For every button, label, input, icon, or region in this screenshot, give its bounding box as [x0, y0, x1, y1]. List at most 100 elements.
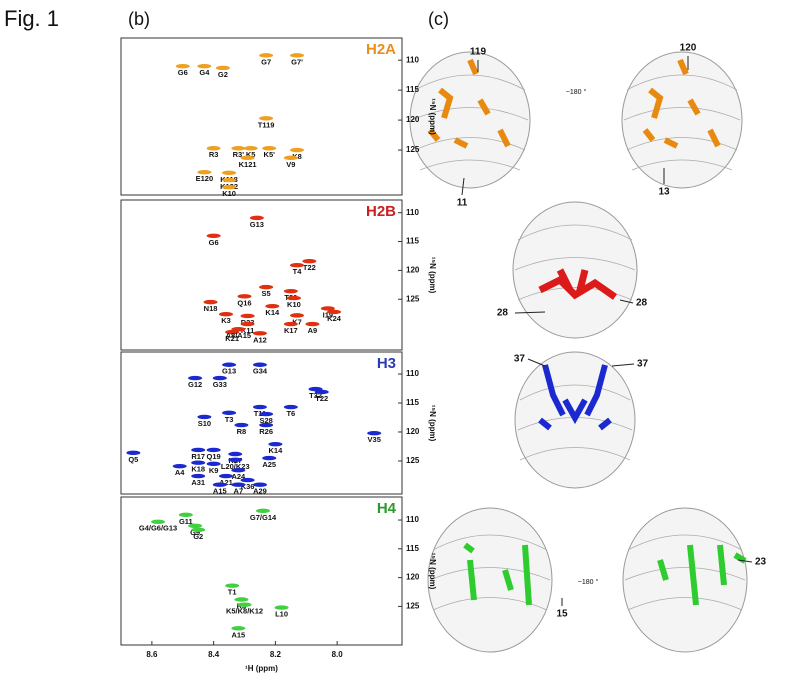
peak — [367, 430, 382, 436]
peak — [212, 375, 227, 381]
peak-label: A7 — [234, 487, 244, 496]
peak-label: A21 — [219, 478, 233, 487]
peak-label: T3 — [225, 415, 234, 424]
peak-label: E120 — [196, 174, 214, 183]
peak-label: A31 — [191, 478, 205, 487]
peak — [290, 147, 305, 153]
peak-label: K14 — [265, 308, 280, 317]
peak — [175, 63, 190, 69]
peak — [237, 294, 252, 299]
peak-label: G13 — [222, 367, 236, 376]
x-tick-label: 8.0 — [332, 650, 344, 659]
residue-label: 37 — [514, 354, 526, 365]
peak — [231, 468, 246, 473]
peak-label: A12 — [253, 335, 267, 344]
peak — [126, 450, 141, 456]
peak-label: K8 — [292, 152, 302, 161]
peak — [259, 116, 274, 121]
plot-frame — [120, 37, 403, 196]
peak-label: K24 — [327, 314, 342, 323]
peak-label: Q16 — [237, 298, 251, 307]
peak-label: T1 — [228, 588, 237, 597]
y-tick-label: 120 — [406, 115, 420, 124]
peak — [222, 362, 237, 367]
residue-label: 37 — [637, 359, 649, 370]
peak — [188, 523, 203, 528]
peak-label: K10 — [287, 300, 301, 309]
plot-frame — [120, 496, 403, 646]
peak — [252, 482, 267, 487]
peak — [206, 447, 221, 453]
y-tick-label: 110 — [406, 369, 419, 378]
y-tick-label: 125 — [406, 145, 420, 154]
rotation-label: ~180 ° — [578, 578, 599, 586]
peak — [290, 313, 305, 318]
y-tick-label: 120 — [406, 265, 420, 274]
peak — [218, 312, 233, 317]
rotation-label: ~180 ° — [566, 88, 587, 96]
peak — [286, 295, 301, 301]
peak — [283, 404, 298, 410]
peak — [191, 460, 206, 465]
peak-label: K11 — [241, 326, 254, 335]
peak-label: G2 — [218, 70, 228, 79]
peak-label: K18 — [191, 465, 205, 474]
peak-label: K5 — [246, 150, 256, 159]
peak — [178, 512, 193, 518]
peak-label: T4 — [293, 267, 303, 276]
peak-label: K3 — [221, 316, 231, 325]
peak-label: R17 — [191, 452, 205, 461]
peak — [240, 313, 255, 319]
residue-label: 28 — [497, 308, 509, 319]
peak-label: K17 — [284, 326, 298, 335]
peak-label: K14 — [269, 446, 284, 455]
panel-title: H4 — [377, 500, 397, 517]
peak-label: A4 — [175, 468, 185, 477]
peak-label: Q19 — [207, 452, 221, 461]
x-tick-label: 8.2 — [270, 650, 282, 659]
y-tick-label: 115 — [406, 398, 419, 407]
structure-h2b — [512, 201, 638, 339]
peak — [222, 177, 237, 183]
peak-label: G11 — [179, 517, 193, 526]
peak-label: A15 — [213, 487, 227, 496]
peak — [290, 262, 305, 268]
peak — [222, 410, 237, 416]
y-axis-label: ¹⁵N (ppm) — [428, 553, 437, 590]
peak-label: G12 — [188, 380, 202, 389]
peak — [191, 447, 206, 453]
residue-label: 28 — [636, 298, 648, 309]
y-axis-label: ¹⁵N (ppm) — [428, 257, 437, 294]
peak — [206, 233, 221, 238]
peak-label: A15 — [231, 630, 245, 639]
plot-frame — [120, 351, 403, 495]
peak-label: S10 — [198, 419, 211, 428]
panel-title: H2B — [366, 203, 396, 220]
y-tick-label: 125 — [406, 294, 420, 303]
peak — [231, 327, 246, 332]
peak — [231, 482, 246, 487]
peak-label: R26 — [259, 427, 273, 436]
peak-label: L20/K23 — [221, 462, 250, 471]
peak-label: G6 — [178, 68, 188, 77]
y-tick-label: 120 — [406, 427, 420, 436]
peak-label: K121 — [239, 160, 257, 169]
peak — [259, 284, 274, 290]
peak-label: G4/G6/G13 — [139, 524, 177, 533]
peak — [265, 303, 280, 309]
peak-label: G2 — [193, 532, 203, 541]
peak — [259, 411, 274, 417]
peak-label: T22 — [303, 263, 316, 272]
peak — [327, 309, 342, 315]
peak-label: K21 — [225, 334, 239, 343]
x-tick-label: 8.6 — [146, 650, 158, 659]
peak-label: A9 — [308, 326, 318, 335]
peak — [274, 605, 289, 610]
peak-label: V9 — [286, 160, 295, 169]
peak — [305, 321, 320, 327]
peak — [252, 331, 267, 336]
peak-label: V35 — [368, 435, 381, 444]
peak-label: G7' — [291, 57, 303, 66]
y-axis-label: ¹⁵N (ppm) — [428, 405, 437, 442]
